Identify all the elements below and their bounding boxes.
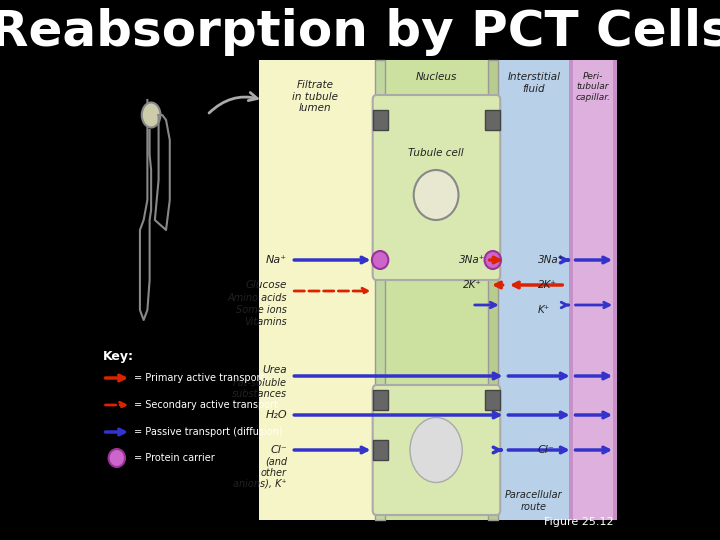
Text: 3Na⁺: 3Na⁺ xyxy=(538,255,564,265)
Bar xyxy=(569,60,617,520)
Text: (and: (and xyxy=(265,457,287,467)
Text: H₂O: H₂O xyxy=(265,410,287,420)
Text: Vitamins: Vitamins xyxy=(244,317,287,327)
Text: K⁺: K⁺ xyxy=(538,305,550,315)
Ellipse shape xyxy=(372,251,388,269)
Text: substances: substances xyxy=(232,389,287,399)
Text: Tubule cell: Tubule cell xyxy=(408,148,464,158)
Text: Paracellular
route: Paracellular route xyxy=(505,490,562,511)
FancyBboxPatch shape xyxy=(373,385,500,515)
Ellipse shape xyxy=(485,251,501,269)
Bar xyxy=(498,60,569,520)
FancyBboxPatch shape xyxy=(373,95,500,280)
Text: Glucose: Glucose xyxy=(246,280,287,290)
Text: Nucleus: Nucleus xyxy=(415,72,456,82)
Bar xyxy=(573,60,613,520)
Bar xyxy=(373,390,387,410)
Bar xyxy=(259,60,375,520)
Ellipse shape xyxy=(142,103,161,127)
Ellipse shape xyxy=(109,449,125,467)
FancyArrowPatch shape xyxy=(209,92,257,113)
Text: anions), K⁺: anions), K⁺ xyxy=(233,479,287,489)
Text: Cl⁻: Cl⁻ xyxy=(270,445,287,455)
Bar xyxy=(375,60,498,520)
Text: = Secondary active transport: = Secondary active transport xyxy=(134,400,278,410)
Text: Figure 25.12: Figure 25.12 xyxy=(544,517,613,527)
Text: = Passive transport (diffusion): = Passive transport (diffusion) xyxy=(134,427,282,437)
Bar xyxy=(487,60,498,520)
Text: 2K⁺: 2K⁺ xyxy=(462,280,482,290)
Text: Interstitial
fluid: Interstitial fluid xyxy=(508,72,560,93)
Text: other: other xyxy=(261,468,287,478)
Ellipse shape xyxy=(414,170,459,220)
Text: Peri-
tubular
capillar.: Peri- tubular capillar. xyxy=(575,72,611,102)
Text: Urea: Urea xyxy=(262,365,287,375)
Text: Amino acids: Amino acids xyxy=(228,293,287,303)
Bar xyxy=(485,390,500,410)
Text: Reabsorption by PCT Cells: Reabsorption by PCT Cells xyxy=(0,8,720,56)
Text: Fat-soluble: Fat-soluble xyxy=(233,378,287,388)
Text: Filtrate
in tubule
lumen: Filtrate in tubule lumen xyxy=(292,80,338,113)
Bar xyxy=(375,60,385,520)
Text: = Primary active transport: = Primary active transport xyxy=(134,373,264,383)
Text: Cl⁻: Cl⁻ xyxy=(538,445,554,455)
Bar xyxy=(373,440,387,460)
Bar xyxy=(373,110,387,130)
Text: 2K⁺: 2K⁺ xyxy=(538,280,557,290)
Text: Some ions: Some ions xyxy=(236,305,287,315)
Ellipse shape xyxy=(410,417,462,483)
Text: 3Na⁺: 3Na⁺ xyxy=(459,255,485,265)
Text: Key:: Key: xyxy=(103,350,134,363)
Text: Na⁺: Na⁺ xyxy=(266,255,287,265)
Text: = Protein carrier: = Protein carrier xyxy=(134,453,215,463)
Bar xyxy=(485,110,500,130)
